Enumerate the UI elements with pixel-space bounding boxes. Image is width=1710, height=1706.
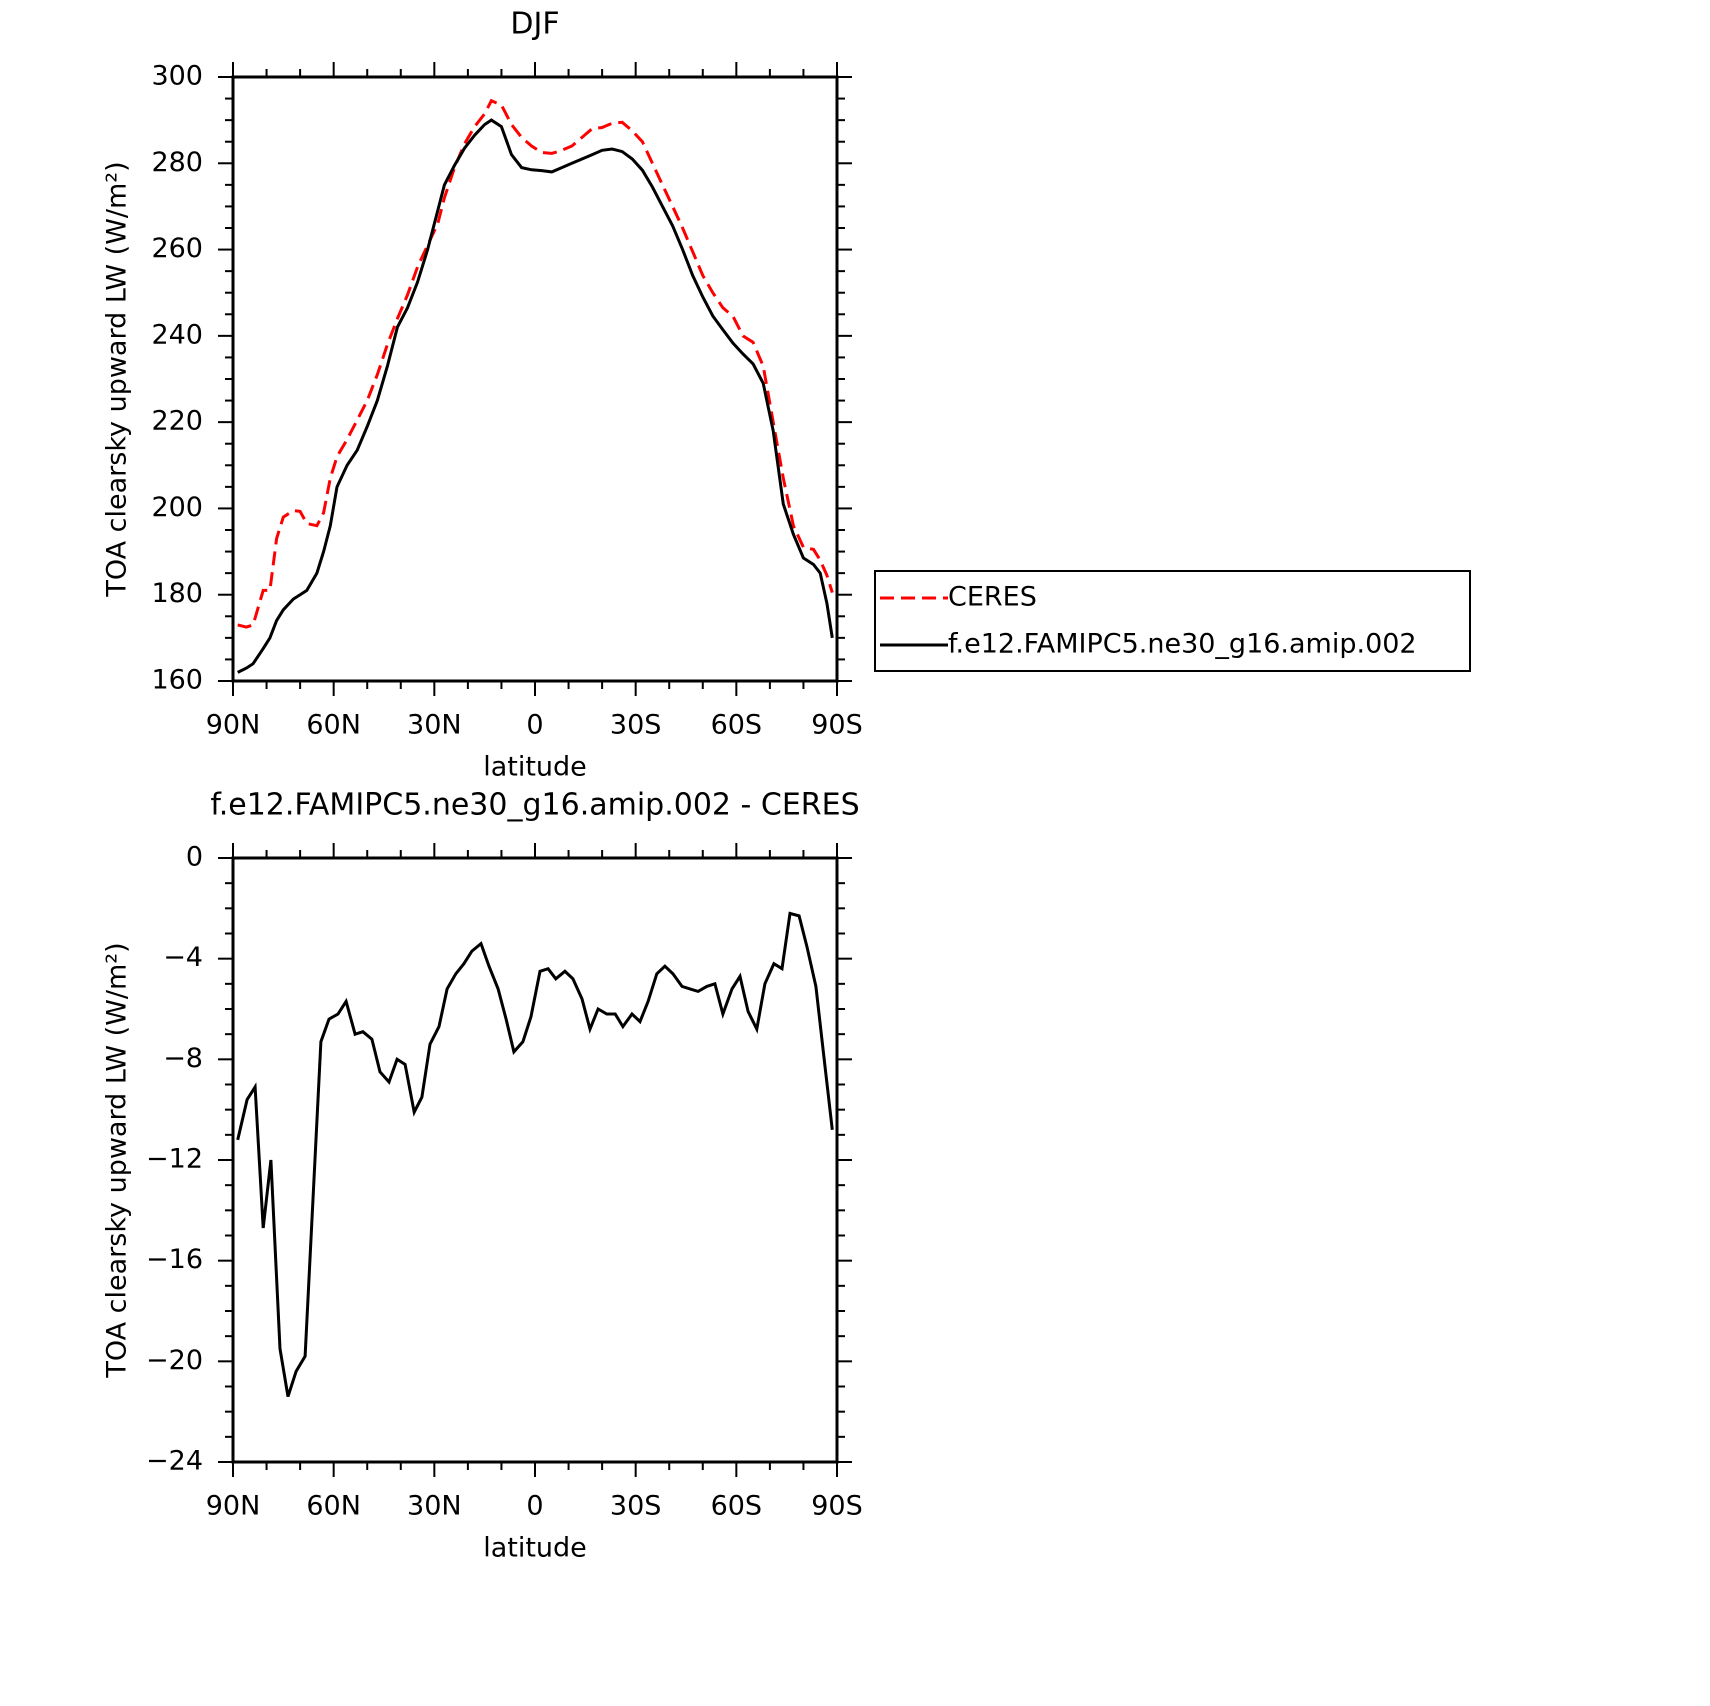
data-line — [237, 118, 834, 674]
x-tick-label: 0 — [526, 1491, 543, 1522]
x-tick-label: 90N — [206, 1491, 261, 1522]
x-tick-label: 60S — [711, 710, 763, 741]
legend-label: CERES — [948, 582, 1037, 613]
x-axis-label: latitude — [483, 752, 587, 783]
y-tick-label: 240 — [151, 319, 203, 350]
x-axis-label: latitude — [483, 1533, 587, 1564]
x-tick-label: 60S — [711, 1491, 763, 1522]
y-tick-label: −16 — [146, 1244, 203, 1275]
x-tick-label: 90S — [811, 1491, 863, 1522]
x-tick-label: 60N — [306, 710, 361, 741]
data-line — [237, 98, 834, 629]
x-tick-label: 90S — [811, 710, 863, 741]
data-line — [236, 911, 834, 1398]
y-tick-label: 180 — [151, 578, 203, 609]
y-tick-label: −8 — [163, 1043, 203, 1074]
y-axis-label: TOA clearsky upward LW (W/m²) — [102, 161, 133, 597]
y-tick-label: 160 — [151, 665, 203, 696]
x-tick-label: 30S — [610, 710, 662, 741]
y-tick-label: −4 — [163, 942, 203, 973]
x-tick-label: 0 — [526, 710, 543, 741]
plot-frame — [231, 75, 839, 683]
y-tick-label: 200 — [151, 492, 203, 523]
chart-title: DJF — [510, 7, 559, 42]
x-tick-label: 30N — [407, 710, 462, 741]
x-tick-label: 90N — [206, 710, 261, 741]
y-axis-label: TOA clearsky upward LW (W/m²) — [102, 942, 133, 1378]
legend-box — [874, 570, 1471, 672]
y-tick-label: 220 — [151, 406, 203, 437]
y-tick-label: 280 — [151, 147, 203, 178]
y-tick-label: −12 — [146, 1144, 203, 1175]
chart-title: f.e12.FAMIPC5.ne30_g16.amip.002 - CERES — [210, 788, 859, 823]
x-tick-label: 30S — [610, 1491, 662, 1522]
y-tick-label: −20 — [146, 1345, 203, 1376]
x-tick-label: 60N — [306, 1491, 361, 1522]
y-tick-label: 260 — [151, 233, 203, 264]
y-tick-label: 300 — [151, 61, 203, 92]
x-tick-label: 30N — [407, 1491, 462, 1522]
legend-label: f.e12.FAMIPC5.ne30_g16.amip.002 — [948, 629, 1417, 660]
plot-frame — [231, 856, 839, 1464]
y-tick-label: 0 — [186, 842, 203, 873]
y-tick-label: −24 — [146, 1446, 203, 1477]
